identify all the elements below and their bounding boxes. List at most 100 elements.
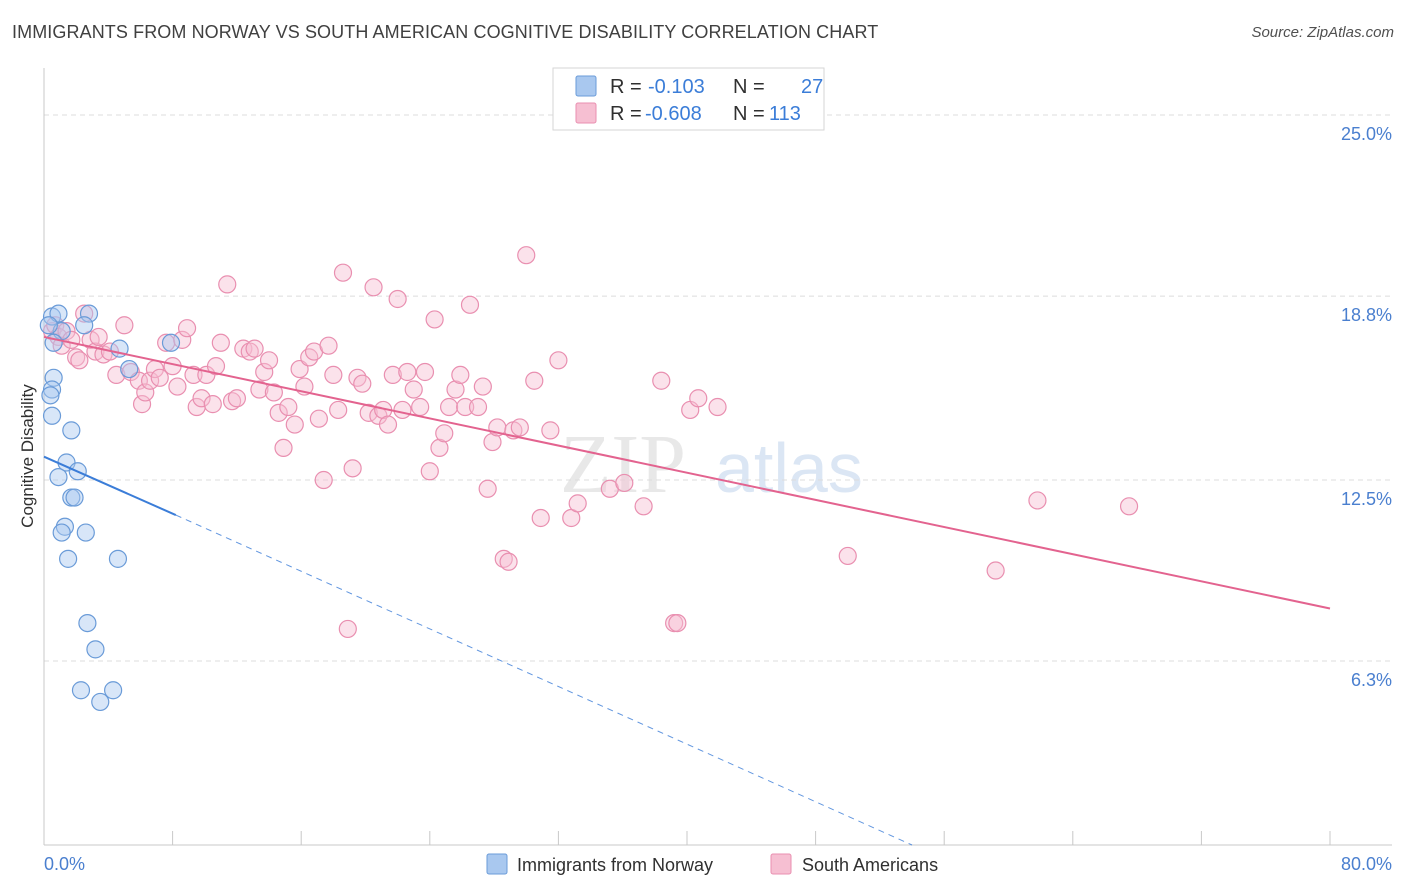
series-south-americans bbox=[42, 246, 1139, 639]
source-label: Source: ZipAtlas.com bbox=[1251, 24, 1394, 41]
data-point-south-americans bbox=[689, 389, 708, 408]
data-point-south-americans bbox=[240, 342, 259, 361]
legend-swatch-south-americans bbox=[770, 853, 792, 875]
data-point-south-americans bbox=[460, 295, 480, 314]
data-point-south-americans bbox=[510, 418, 529, 437]
stats-legend-box bbox=[552, 67, 825, 131]
data-point-south-americans bbox=[541, 421, 560, 440]
data-point-south-americans bbox=[383, 365, 402, 385]
stats-legend-swatch-norway bbox=[575, 75, 597, 97]
data-point-norway bbox=[108, 549, 128, 568]
data-point-south-americans bbox=[435, 424, 454, 443]
x-tick-label-max: 80.0% bbox=[1341, 854, 1392, 874]
data-point-norway bbox=[44, 368, 63, 387]
data-point-south-americans bbox=[290, 359, 309, 379]
data-point-south-americans bbox=[378, 415, 398, 434]
y-tick-label: 12.5% bbox=[1341, 489, 1392, 509]
data-point-norway bbox=[65, 488, 84, 507]
data-point-south-americans bbox=[615, 473, 634, 493]
data-point-south-americans bbox=[525, 371, 544, 390]
data-point-norway bbox=[52, 523, 71, 542]
data-point-south-americans bbox=[333, 263, 353, 282]
data-point-south-americans bbox=[329, 400, 348, 420]
data-point-south-americans bbox=[70, 351, 89, 370]
data-point-south-americans bbox=[517, 246, 536, 265]
data-point-south-americans bbox=[300, 348, 319, 367]
data-point-south-americans bbox=[115, 316, 134, 335]
data-point-south-americans bbox=[222, 392, 242, 411]
data-point-south-americans bbox=[245, 339, 264, 358]
data-point-norway bbox=[42, 406, 62, 425]
chart-title: IMMIGRANTS FROM NORWAY VS SOUTH AMERICAN… bbox=[12, 22, 879, 42]
data-point-norway bbox=[62, 421, 81, 440]
y-axis-label: Cognitive Disability bbox=[18, 384, 37, 528]
data-point-norway bbox=[59, 549, 78, 568]
data-point-south-americans bbox=[451, 365, 470, 385]
data-point-south-americans bbox=[411, 397, 430, 417]
trend-line-norway-extrapolated bbox=[175, 514, 913, 846]
data-point-south-americans bbox=[483, 432, 502, 452]
data-point-south-americans bbox=[259, 351, 279, 370]
legend-label-norway: Immigrants from Norway bbox=[517, 855, 713, 875]
data-point-south-americans bbox=[494, 549, 513, 568]
data-point-norway bbox=[104, 681, 123, 700]
data-point-south-americans bbox=[353, 374, 372, 393]
x-ticks bbox=[43, 831, 1331, 845]
data-point-south-americans bbox=[398, 362, 417, 382]
stats-n-label-norway: N = bbox=[733, 76, 765, 98]
data-point-south-americans bbox=[568, 494, 587, 513]
data-point-south-americans bbox=[1028, 491, 1047, 510]
data-point-norway bbox=[71, 681, 91, 700]
data-point-south-americans bbox=[211, 333, 230, 352]
y-tick-label: 6.3% bbox=[1351, 670, 1392, 690]
data-point-south-americans bbox=[227, 389, 246, 408]
data-point-south-americans bbox=[269, 403, 288, 422]
data-point-south-americans bbox=[478, 479, 497, 498]
data-point-norway bbox=[91, 692, 110, 712]
stats-n-label-south-americans: N = bbox=[733, 103, 765, 125]
data-point-norway bbox=[79, 304, 99, 323]
data-point-norway bbox=[76, 523, 95, 542]
data-point-norway bbox=[120, 359, 139, 379]
data-point-norway bbox=[86, 640, 105, 659]
series-immigrants-from-norway bbox=[39, 304, 181, 712]
data-point-south-americans bbox=[652, 371, 671, 390]
data-point-south-americans bbox=[343, 459, 362, 478]
data-point-south-americans bbox=[634, 497, 653, 516]
data-point-south-americans bbox=[348, 368, 367, 387]
series-legend: Immigrants from Norway South Americans bbox=[486, 853, 938, 875]
data-point-south-americans bbox=[132, 395, 152, 414]
data-point-south-americans bbox=[192, 389, 211, 408]
data-point-south-americans bbox=[468, 397, 488, 417]
data-point-south-americans bbox=[274, 438, 293, 458]
data-point-south-americans bbox=[279, 397, 298, 417]
data-point-norway bbox=[39, 316, 58, 335]
data-point-south-americans bbox=[89, 327, 108, 347]
y-tick-label: 18.8% bbox=[1341, 305, 1392, 325]
data-point-south-americans bbox=[173, 330, 192, 349]
data-point-south-americans bbox=[319, 336, 338, 355]
data-point-south-americans bbox=[250, 380, 269, 399]
data-point-norway bbox=[75, 316, 94, 335]
data-point-south-americans bbox=[446, 380, 465, 399]
data-point-south-americans bbox=[456, 397, 475, 417]
data-point-norway bbox=[49, 467, 68, 487]
y-tick-labels: 6.3% 12.5% 18.8% 25.0% bbox=[1341, 124, 1392, 690]
stats-r-value-norway: -0.103 bbox=[648, 76, 705, 98]
data-point-south-americans bbox=[150, 368, 169, 387]
data-point-south-americans bbox=[388, 289, 407, 309]
data-point-south-americans bbox=[255, 362, 274, 382]
data-point-south-americans bbox=[177, 319, 197, 338]
watermark-atlas: atlas bbox=[715, 429, 863, 507]
trend-line-norway bbox=[43, 455, 177, 516]
data-point-south-americans bbox=[415, 362, 435, 382]
data-point-south-americans bbox=[206, 357, 226, 376]
legend-swatch-norway bbox=[486, 853, 508, 875]
data-point-south-americans bbox=[393, 400, 412, 420]
data-point-south-americans bbox=[439, 397, 459, 417]
data-point-south-americans bbox=[184, 365, 203, 385]
trend-lines bbox=[43, 335, 1331, 846]
data-point-south-americans bbox=[404, 380, 423, 399]
data-point-south-americans bbox=[324, 365, 343, 385]
